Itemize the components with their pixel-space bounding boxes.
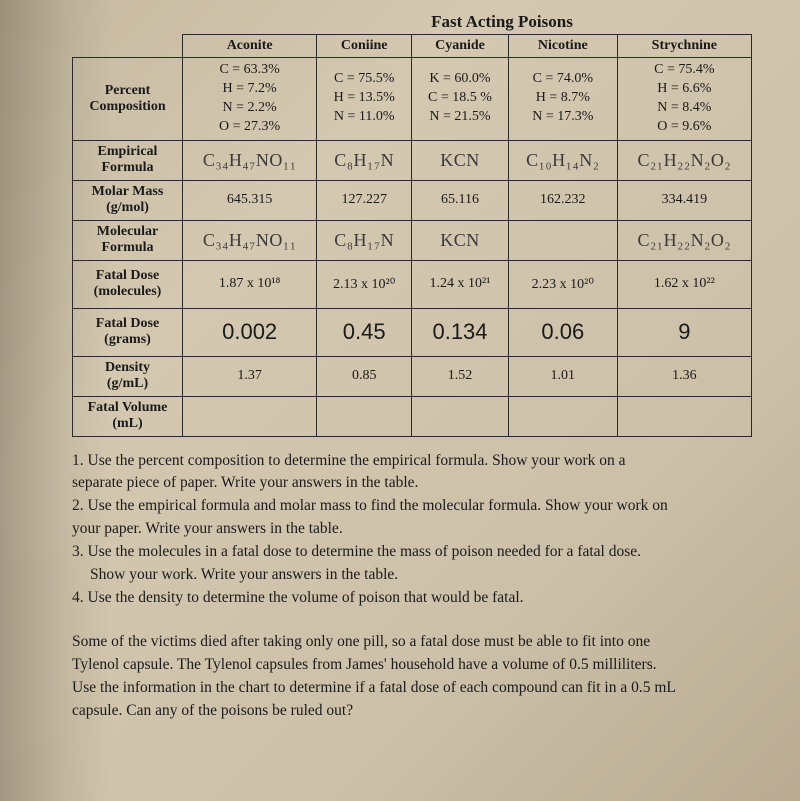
row-label-molecular: MolecularFormula [73, 220, 183, 260]
table-cell: C₃₄H₄₇NO₁₁ [183, 220, 317, 260]
table-cell: 2.23 x 10²⁰ [508, 260, 617, 308]
paragraph-line: Some of the victims died after taking on… [72, 632, 752, 653]
paragraph-line: Use the information in the chart to dete… [72, 678, 752, 699]
table-cell: 1.62 x 10²² [617, 260, 751, 308]
fatal-grams-row: Fatal Dose(grams) 0.002 0.45 0.134 0.06 … [73, 308, 752, 356]
row-label-composition: PercentComposition [73, 58, 183, 141]
table-cell [183, 396, 317, 436]
col-header: Aconite [183, 35, 317, 58]
row-label-empirical: EmpiricalFormula [73, 140, 183, 180]
table-cell: C = 74.0% H = 8.7% N = 17.3% [508, 58, 617, 141]
table-cell: 1.01 [508, 356, 617, 396]
table-cell: 0.002 [183, 308, 317, 356]
table-cell: 1.52 [412, 356, 509, 396]
table-cell: C₂₁H₂₂N₂O₂ [617, 220, 751, 260]
fatal-molecules-row: Fatal Dose(molecules) 1.87 x 10¹⁸ 2.13 x… [73, 260, 752, 308]
question-line: separate piece of paper. Write your answ… [72, 473, 752, 494]
molecular-row: MolecularFormula C₃₄H₄₇NO₁₁ C₈H₁₇N KCN C… [73, 220, 752, 260]
table-cell: 0.06 [508, 308, 617, 356]
col-header: Strychnine [617, 35, 751, 58]
question-line: 2. Use the empirical formula and molar m… [72, 496, 752, 517]
table-cell: C₁₀H₁₄N₂ [508, 140, 617, 180]
composition-row: PercentComposition C = 63.3% H = 7.2% N … [73, 58, 752, 141]
question-line: your paper. Write your answers in the ta… [72, 519, 752, 540]
row-label-fatalmol: Fatal Dose(molecules) [73, 260, 183, 308]
table-cell: KCN [412, 220, 509, 260]
page-title: Fast Acting Poisons [252, 12, 752, 32]
paragraph-line: capsule. Can any of the poisons be ruled… [72, 701, 752, 722]
table-cell: 65.116 [412, 180, 509, 220]
table-cell [508, 220, 617, 260]
col-header: Cyanide [412, 35, 509, 58]
table-cell: 1.87 x 10¹⁸ [183, 260, 317, 308]
paragraph-line: Tylenol capsule. The Tylenol capsules fr… [72, 655, 752, 676]
question-line: 3. Use the molecules in a fatal dose to … [72, 542, 752, 563]
col-header: Coniine [317, 35, 412, 58]
table-cell [412, 396, 509, 436]
table-cell: 9 [617, 308, 751, 356]
table-cell: 645.315 [183, 180, 317, 220]
table-cell: C₈H₁₇N [317, 220, 412, 260]
table-cell: KCN [412, 140, 509, 180]
table-cell: C₃₄H₄₇NO₁₁ [183, 140, 317, 180]
fatal-volume-row: Fatal Volume(mL) [73, 396, 752, 436]
table-cell: 0.85 [317, 356, 412, 396]
row-label-molar: Molar Mass(g/mol) [73, 180, 183, 220]
table-cell: 334.419 [617, 180, 751, 220]
table-cell: 0.134 [412, 308, 509, 356]
header-row: Aconite Coniine Cyanide Nicotine Strychn… [73, 35, 752, 58]
question-line: 4. Use the density to determine the volu… [72, 588, 752, 609]
molar-row: Molar Mass(g/mol) 645.315 127.227 65.116… [73, 180, 752, 220]
table-cell: 127.227 [317, 180, 412, 220]
table-cell: 0.45 [317, 308, 412, 356]
table-cell [617, 396, 751, 436]
row-label-fatalvol: Fatal Volume(mL) [73, 396, 183, 436]
density-row: Density(g/mL) 1.37 0.85 1.52 1.01 1.36 [73, 356, 752, 396]
table-cell: 162.232 [508, 180, 617, 220]
empirical-row: EmpiricalFormula C₃₄H₄₇NO₁₁ C₈H₁₇N KCN C… [73, 140, 752, 180]
table-cell: 1.36 [617, 356, 751, 396]
table-cell: C = 75.5% H = 13.5% N = 11.0% [317, 58, 412, 141]
table-cell [508, 396, 617, 436]
table-cell [317, 396, 412, 436]
row-label-density: Density(g/mL) [73, 356, 183, 396]
question-line: 1. Use the percent composition to determ… [72, 451, 752, 472]
table-cell: 1.24 x 10²¹ [412, 260, 509, 308]
table-cell: C = 75.4% H = 6.6% N = 8.4% O = 9.6% [617, 58, 751, 141]
poisons-table: Aconite Coniine Cyanide Nicotine Strychn… [72, 34, 752, 437]
table-cell: K = 60.0% C = 18.5 % N = 21.5% [412, 58, 509, 141]
table-cell: C₂₁H₂₂N₂O₂ [617, 140, 751, 180]
questions-block: 1. Use the percent composition to determ… [72, 451, 752, 722]
question-line: Show your work. Write your answers in th… [72, 565, 752, 586]
table-cell: 2.13 x 10²⁰ [317, 260, 412, 308]
table-cell: 1.37 [183, 356, 317, 396]
row-label-fatalg: Fatal Dose(grams) [73, 308, 183, 356]
corner-cell [73, 35, 183, 58]
table-cell: C = 63.3% H = 7.2% N = 2.2% O = 27.3% [183, 58, 317, 141]
col-header: Nicotine [508, 35, 617, 58]
table-cell: C₈H₁₇N [317, 140, 412, 180]
